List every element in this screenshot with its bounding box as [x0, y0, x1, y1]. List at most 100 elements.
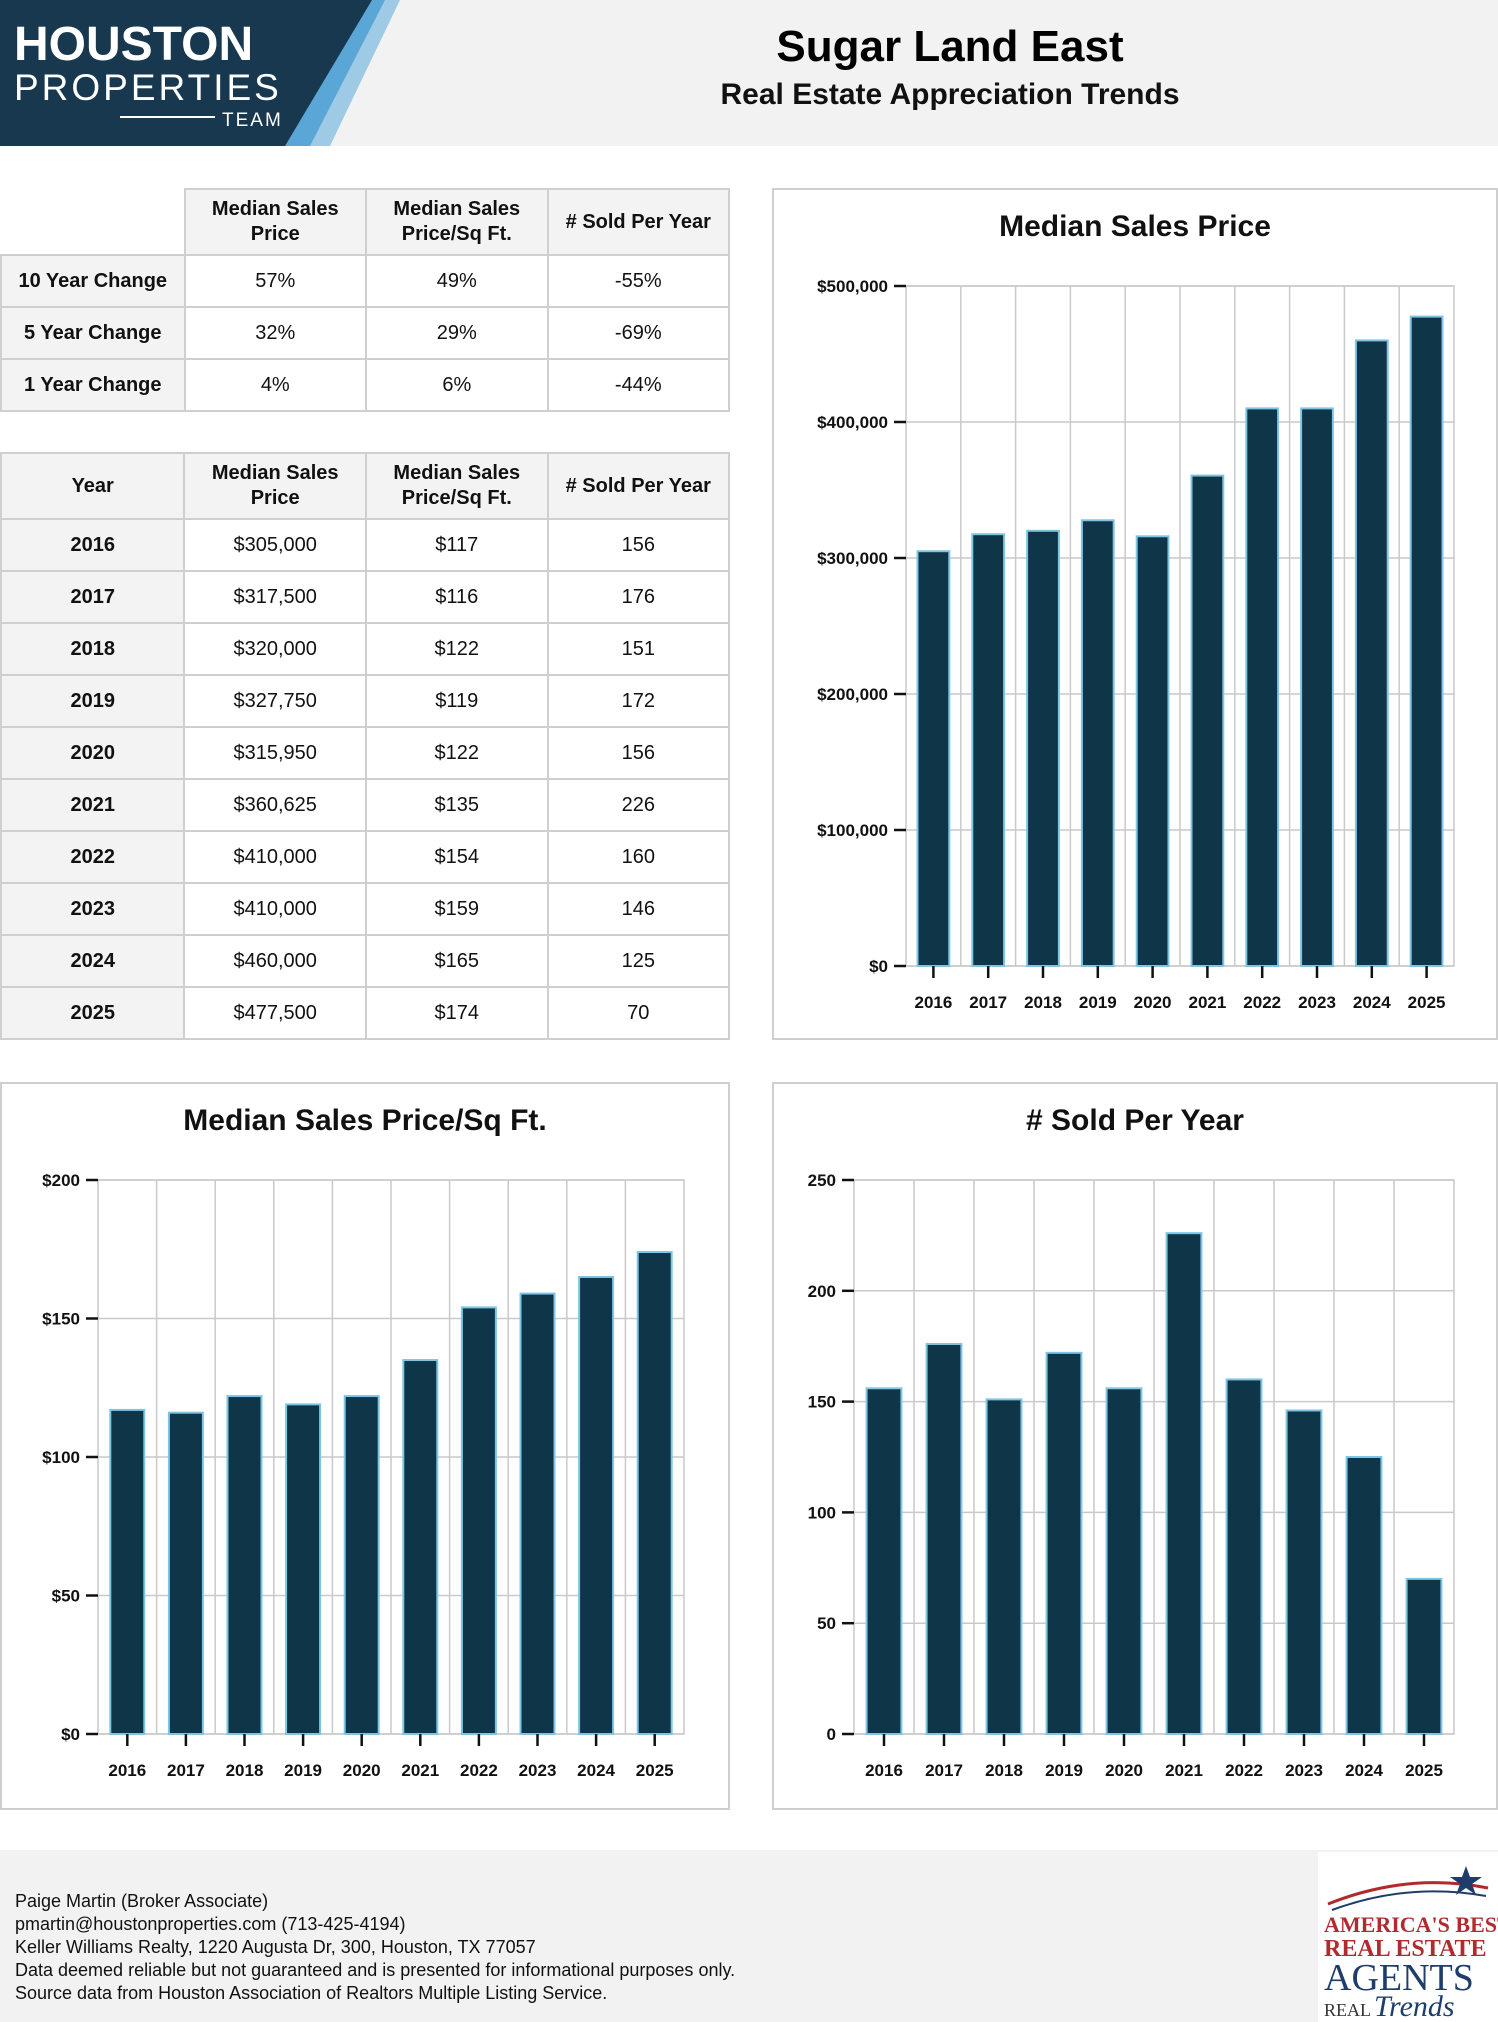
x-tick-label: 2019: [1079, 993, 1117, 1012]
median-price-cell: $320,000: [183, 622, 367, 676]
year-cell: 2024: [0, 934, 186, 988]
sold-per-year-chart: # Sold Per Year 0 50 100 150 200 250 2016 2017 2…: [772, 1082, 1498, 1810]
bar: [1080, 519, 1115, 967]
table-row: 2020 $315,950 $122 156: [0, 726, 731, 780]
median-price-cell: $460,000: [183, 934, 367, 988]
bar: [460, 1306, 497, 1735]
year-cell: 2020: [0, 726, 186, 780]
median-price-cell: $410,000: [183, 830, 367, 884]
x-tick-label: 2024: [1353, 993, 1391, 1012]
x-tick-label: 2018: [985, 1761, 1023, 1780]
logo-line-1: HOUSTON: [14, 18, 253, 71]
bar: [1354, 339, 1389, 967]
x-tick-label: 2021: [401, 1761, 439, 1780]
table-row: 2016 $305,000 $117 156: [0, 518, 731, 572]
price-change-cell: 4%: [183, 358, 368, 412]
y-tick-label: 100: [808, 1503, 836, 1522]
y-tick-label: 200: [808, 1282, 836, 1301]
x-tick-label: 2016: [865, 1761, 903, 1780]
price-per-sqft-cell: $119: [364, 674, 549, 728]
sqft-change-cell: 6%: [365, 358, 549, 412]
year-cell: 2016: [0, 518, 186, 572]
bar: [1190, 474, 1225, 967]
houston-properties-logo: HOUSTON PROPERTIES TEAM: [0, 0, 400, 146]
bar: [1045, 1351, 1083, 1735]
badge-line-3: AGENTS: [1324, 1957, 1474, 1999]
bar: [1285, 1409, 1323, 1735]
y-tick-label: 50: [817, 1614, 836, 1633]
y-tick-label: 0: [827, 1725, 836, 1744]
median-price-cell: $317,500: [183, 570, 367, 624]
bar: [636, 1251, 673, 1736]
year-cell: 2021: [0, 778, 186, 832]
median-price-cell: $315,950: [183, 726, 367, 780]
sold-change-cell: -55%: [546, 254, 731, 308]
table-row: 2021 $360,625 $135 226: [0, 778, 731, 832]
y-tick-label: $0: [61, 1725, 80, 1744]
x-tick-label: 2017: [925, 1761, 963, 1780]
table-row: 2024 $460,000 $165 125: [0, 934, 731, 988]
table-row: 5 Year Change 32% 29% -69%: [0, 306, 731, 360]
change-summary-table: Median Sales Price Median Sales Price/Sq…: [0, 188, 731, 412]
column-header: Median Sales Price: [183, 188, 368, 256]
row-label: 10 Year Change: [0, 254, 186, 308]
x-tick-label: 2023: [1285, 1761, 1323, 1780]
footer-line: Keller Williams Realty, 1220 Augusta Dr,…: [15, 1937, 536, 1957]
x-tick-label: 2022: [1243, 993, 1281, 1012]
x-tick-label: 2016: [108, 1761, 146, 1780]
chart-title: # Sold Per Year: [1026, 1104, 1244, 1137]
y-tick-label: 250: [808, 1171, 836, 1190]
table-row: 2022 $410,000 $154 160: [0, 830, 731, 884]
price-per-sqft-cell: $117: [364, 518, 549, 572]
sold-count-cell: 151: [546, 622, 731, 676]
bar: [985, 1398, 1023, 1735]
chart-plot: $0 $50 $100 $150 $200 2016 2017 2018 2019 2020 202…: [42, 1171, 685, 1780]
bar: [1135, 535, 1170, 967]
badge-line-5: Trends: [1374, 1990, 1455, 2022]
x-tick-label: 2017: [969, 993, 1007, 1012]
bar: [971, 533, 1006, 967]
y-tick-label: $500,000: [817, 277, 888, 296]
page-footer: Paige Martin (Broker Associate) pmartin@h…: [0, 1850, 1498, 2022]
row-label: 5 Year Change: [0, 306, 186, 360]
price-per-sqft-cell: $122: [364, 726, 549, 780]
bar: [1300, 407, 1334, 967]
badge-line-2: REAL ESTATE: [1324, 1936, 1487, 1962]
x-tick-label: 2020: [1134, 993, 1172, 1012]
x-tick-label: 2022: [460, 1761, 498, 1780]
sold-count-cell: 156: [546, 726, 731, 780]
year-cell: 2018: [0, 622, 186, 676]
chart-title: Median Sales Price/Sq Ft.: [183, 1104, 547, 1137]
price-per-sqft-cell: $116: [364, 570, 549, 624]
column-header: Median Sales Price/Sq Ft.: [365, 188, 549, 256]
median-price-cell: $327,750: [183, 674, 367, 728]
x-tick-label: 2021: [1188, 993, 1226, 1012]
x-tick-label: 2016: [914, 993, 952, 1012]
bar: [1105, 1387, 1143, 1735]
sold-count-cell: 176: [546, 570, 731, 624]
bar: [109, 1408, 146, 1735]
price-change-cell: 32%: [183, 306, 368, 360]
bar: [1225, 1378, 1263, 1735]
column-header: # Sold Per Year: [546, 188, 731, 256]
price-per-sqft-cell: $159: [364, 882, 549, 936]
table-row: 2017 $317,500 $116 176: [0, 570, 731, 624]
x-tick-label: 2023: [1298, 993, 1336, 1012]
x-tick-label: 2024: [1345, 1761, 1383, 1780]
year-cell: 2017: [0, 570, 186, 624]
star-icon: [1450, 1866, 1482, 1895]
bar: [343, 1395, 380, 1735]
bar: [1409, 315, 1444, 968]
median-price-cell: $360,625: [183, 778, 367, 832]
page-subtitle: Real Estate Appreciation Trends: [720, 78, 1180, 111]
bar: [916, 550, 951, 967]
table-row: 1 Year Change 4% 6% -44%: [0, 358, 731, 412]
table-row: 2023 $410,000 $159 146: [0, 882, 731, 936]
price-per-sqft-cell: $122: [364, 622, 549, 676]
price-per-sqft-cell: $154: [364, 830, 549, 884]
sold-change-cell: -44%: [546, 358, 731, 412]
footer-line: Paige Martin (Broker Associate): [15, 1891, 269, 1911]
badge-line-4: REAL: [1324, 2000, 1371, 2020]
x-tick-label: 2020: [343, 1761, 381, 1780]
bar: [1405, 1577, 1443, 1735]
